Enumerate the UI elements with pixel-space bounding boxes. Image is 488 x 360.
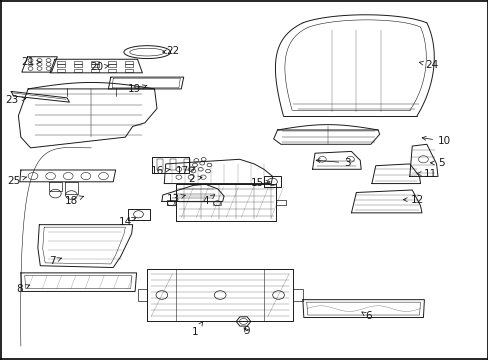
Bar	[125, 64, 132, 67]
Text: 11: 11	[416, 168, 436, 179]
Text: 6: 6	[361, 311, 371, 321]
Bar	[125, 68, 132, 72]
Text: 24: 24	[419, 60, 438, 70]
Bar	[57, 68, 64, 72]
Bar	[74, 64, 81, 67]
Text: 12: 12	[403, 195, 423, 204]
Bar	[74, 61, 81, 64]
Text: 14: 14	[118, 217, 136, 227]
Text: 7: 7	[49, 256, 61, 266]
Text: 22: 22	[163, 46, 180, 57]
Text: 15: 15	[250, 178, 269, 188]
Bar	[57, 61, 64, 64]
Text: 13: 13	[167, 194, 185, 203]
Bar	[108, 64, 116, 67]
Text: 2: 2	[188, 174, 202, 184]
Text: 8: 8	[17, 284, 30, 294]
Bar	[108, 61, 116, 64]
Text: 17: 17	[175, 166, 195, 176]
Text: 10: 10	[421, 136, 450, 147]
Text: 5: 5	[429, 158, 444, 168]
Text: 16: 16	[151, 166, 170, 176]
Text: 19: 19	[128, 84, 146, 94]
Bar	[91, 64, 99, 67]
Text: 21: 21	[21, 57, 41, 67]
Text: 25: 25	[8, 176, 26, 186]
Text: 23: 23	[5, 95, 26, 105]
Text: 4: 4	[203, 195, 214, 206]
Bar	[74, 68, 81, 72]
Text: 3: 3	[316, 158, 350, 168]
Bar	[57, 64, 64, 67]
Text: 9: 9	[243, 327, 250, 337]
Text: 18: 18	[65, 196, 83, 206]
Bar	[108, 68, 116, 72]
Bar	[91, 68, 99, 72]
Text: 20: 20	[90, 63, 109, 72]
Bar	[125, 61, 132, 64]
Text: 1: 1	[192, 321, 203, 337]
Bar	[91, 61, 99, 64]
